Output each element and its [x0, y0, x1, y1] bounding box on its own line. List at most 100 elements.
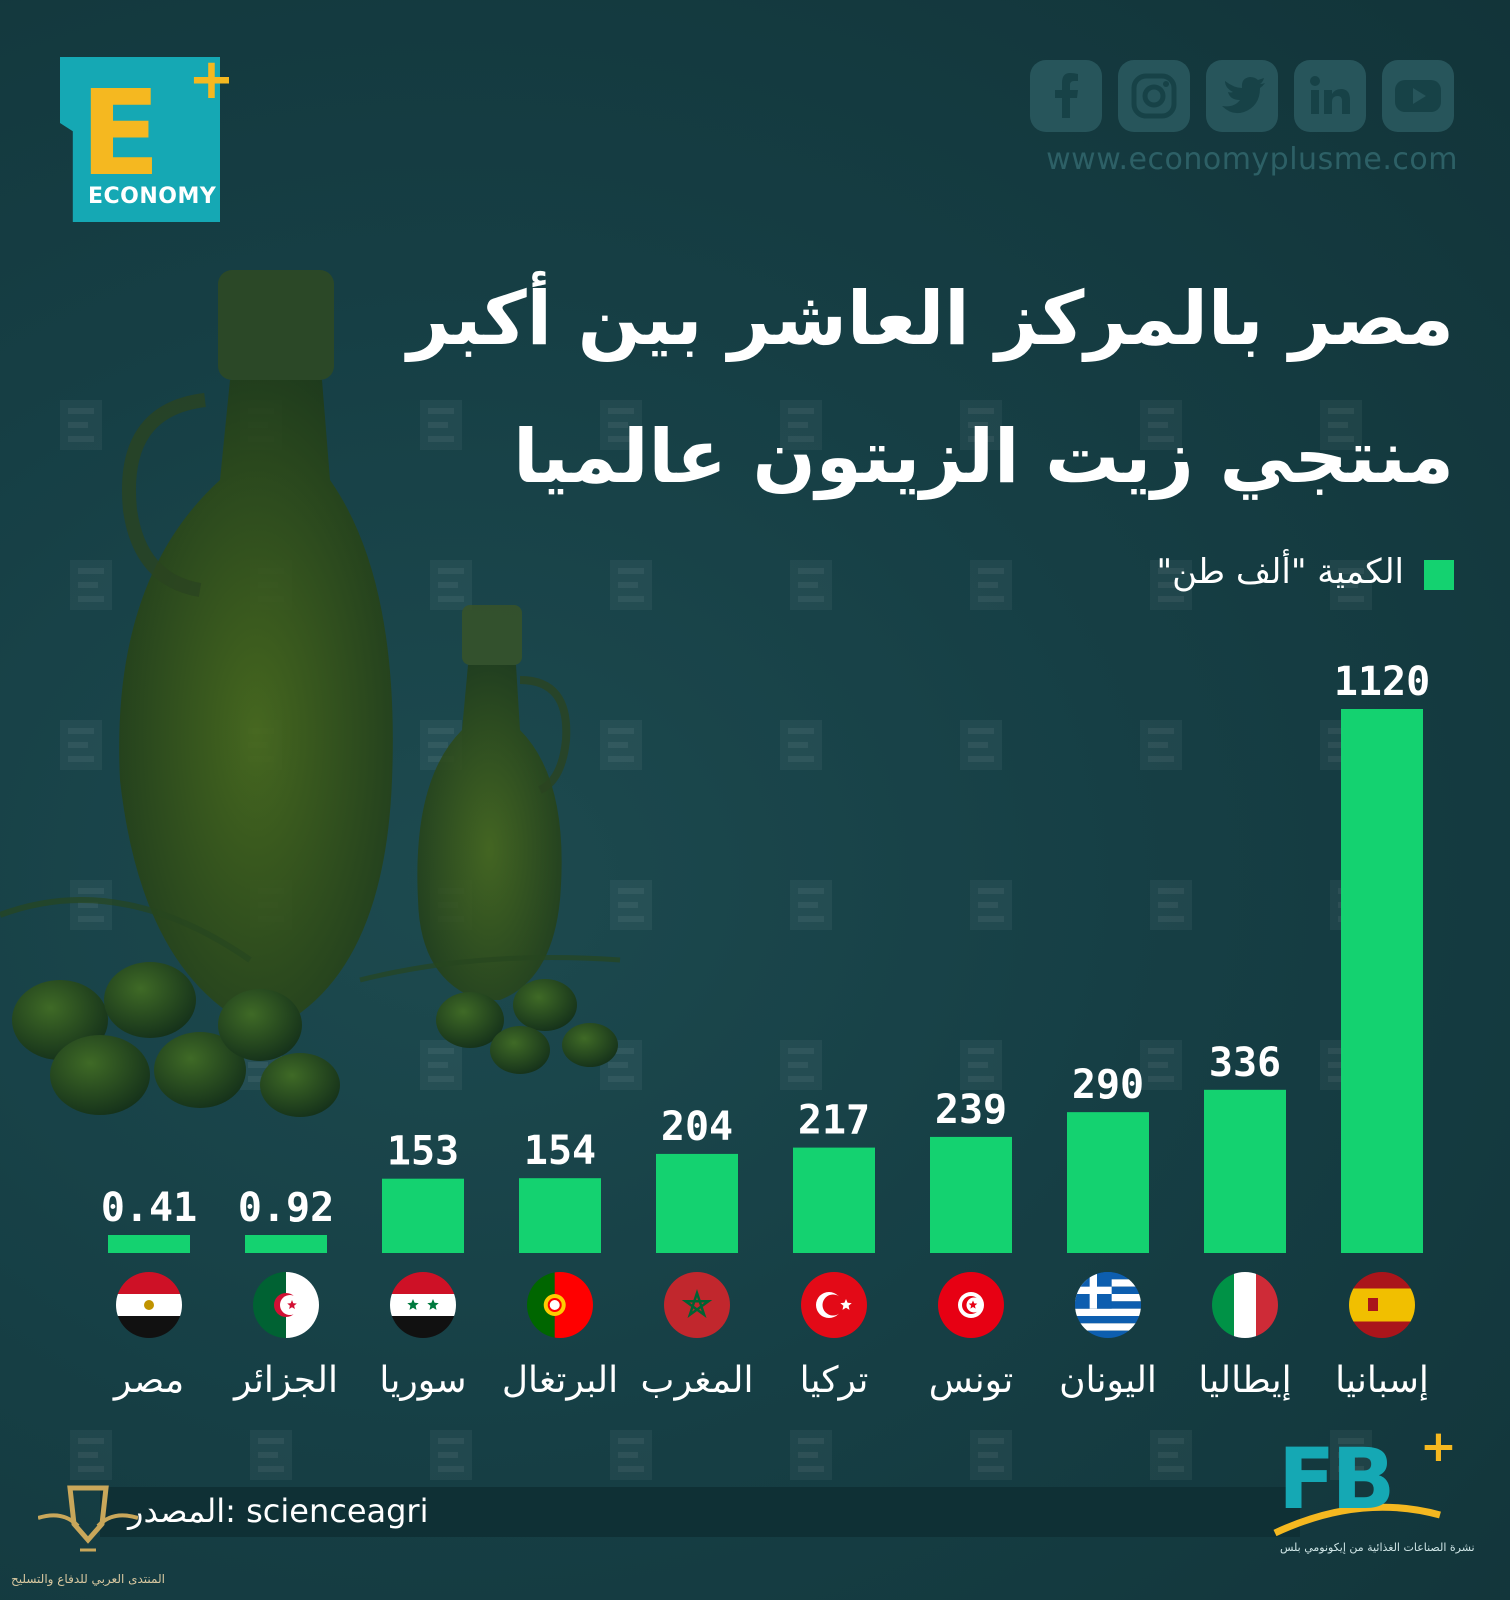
watermark-tile	[70, 1430, 112, 1480]
italy-flag	[1212, 1272, 1278, 1338]
legend-swatch	[1424, 560, 1454, 590]
egypt-flag	[116, 1272, 182, 1338]
bar	[1204, 1089, 1286, 1253]
greece-flag	[1075, 1272, 1141, 1338]
linkedin-icon[interactable]	[1294, 60, 1366, 132]
watermark-tile	[610, 1430, 652, 1480]
olive-oil-bottles-illustration	[0, 270, 621, 1117]
bar	[930, 1136, 1012, 1253]
youtube-icon[interactable]	[1382, 60, 1454, 132]
fb-letters: FB	[1278, 1430, 1395, 1528]
watermark-tile	[600, 720, 642, 770]
category-label: تونس	[929, 1360, 1014, 1401]
category-label: مصر	[112, 1360, 184, 1401]
watermark-tile	[610, 880, 652, 930]
bar-value-label: 239	[935, 1087, 1007, 1133]
logo-word: ECONOMY	[88, 184, 217, 209]
fb-plus-logo: FB + نشرة الصناعات الغذائية من إيكونومي …	[1270, 1421, 1475, 1575]
bar-value-label: 154	[524, 1128, 596, 1174]
logo-letter: E	[80, 64, 161, 202]
title-line-2: منتجي زيت الزيتون عالميا	[513, 414, 1454, 500]
watermark-tile	[600, 400, 642, 450]
syria-flag	[390, 1272, 456, 1338]
bar	[1067, 1112, 1149, 1253]
logo-background	[60, 57, 220, 222]
bar	[793, 1147, 875, 1253]
watermark-tile	[970, 880, 1012, 930]
watermark-tile	[780, 720, 822, 770]
legend-label: الكمية "ألف طن"	[1156, 552, 1404, 592]
watermark-tile	[960, 400, 1002, 450]
title-line-1: مصر بالمركز العاشر بين أكبر	[407, 276, 1454, 362]
logo-plus: +	[188, 47, 235, 112]
bar	[656, 1153, 738, 1253]
watermark-tile	[790, 880, 832, 930]
watermark-tile	[970, 1430, 1012, 1480]
category-label: إيطاليا	[1198, 1360, 1291, 1401]
category-label: إسبانيا	[1335, 1360, 1429, 1401]
category-label: الجزائر	[232, 1360, 338, 1401]
source-text: المصدر: scienceagri	[128, 1492, 429, 1530]
watermark-tile	[1330, 560, 1372, 610]
bar-value-label: 0.92	[238, 1185, 334, 1231]
category-label: سوريا	[379, 1360, 466, 1401]
website-url[interactable]: www.economyplusme.com	[1046, 142, 1458, 177]
forum-watermark-text: المنتدى العربي للدفاع والتسليح	[11, 1572, 165, 1586]
watermark-tile	[1150, 880, 1192, 930]
bar	[245, 1235, 327, 1253]
portugal-flag	[527, 1272, 593, 1338]
shield-emblem	[38, 1485, 138, 1552]
fb-plus: +	[1420, 1421, 1457, 1472]
bar-value-label: 336	[1209, 1040, 1281, 1086]
watermark-tile	[430, 560, 472, 610]
watermark-tile	[960, 1040, 1002, 1090]
bar	[108, 1235, 190, 1253]
bar	[1341, 709, 1423, 1253]
watermark-tile	[1150, 1430, 1192, 1480]
spain-flag	[1349, 1272, 1415, 1338]
watermark-tile	[790, 560, 832, 610]
watermark-tile	[1140, 1040, 1182, 1090]
turkey-flag	[801, 1272, 867, 1338]
watermark-tile	[970, 560, 1012, 610]
watermark-tile	[250, 1430, 292, 1480]
bar-value-label: 204	[661, 1104, 733, 1150]
morocco-flag	[664, 1272, 730, 1338]
bar	[519, 1178, 601, 1253]
watermark-tile	[1150, 560, 1192, 610]
facebook-icon[interactable]	[1030, 60, 1102, 132]
bar-value-label: 153	[387, 1129, 459, 1175]
bar-value-label: 1120	[1334, 659, 1430, 705]
category-label: اليونان	[1059, 1360, 1157, 1401]
watermark-tile	[960, 720, 1002, 770]
twitter-icon[interactable]	[1206, 60, 1278, 132]
watermark-tile	[420, 400, 462, 450]
watermark-tile	[1140, 400, 1182, 450]
instagram-icon[interactable]	[1118, 60, 1190, 132]
bar-value-label: 290	[1072, 1062, 1144, 1108]
watermark-tile	[70, 560, 112, 610]
watermark-tile	[70, 880, 112, 930]
watermark-tile	[60, 400, 102, 450]
forum-watermark: المنتدى العربي للدفاع والتسليح	[8, 1480, 165, 1595]
watermark-tile	[790, 1430, 832, 1480]
category-label: المغرب	[641, 1360, 754, 1401]
bar	[382, 1178, 464, 1253]
fb-tagline: نشرة الصناعات الغذائية من إيكونومي بلس	[1280, 1541, 1475, 1554]
watermark-tile	[60, 720, 102, 770]
bar-value-label: 217	[798, 1098, 870, 1144]
watermark-tile	[780, 1040, 822, 1090]
source-band	[100, 1487, 1300, 1537]
watermark-tile	[430, 1430, 472, 1480]
tunisia-flag	[938, 1272, 1004, 1338]
watermark-tile	[1330, 1430, 1372, 1480]
watermark-tile	[780, 400, 822, 450]
category-label: البرتغال	[502, 1360, 618, 1401]
category-label: تركيا	[800, 1360, 869, 1401]
watermark-tile	[420, 1040, 462, 1090]
watermark-tile	[610, 560, 652, 610]
watermark-tile	[1320, 400, 1362, 450]
economy-plus-logo: E + ECONOMY	[60, 52, 240, 222]
